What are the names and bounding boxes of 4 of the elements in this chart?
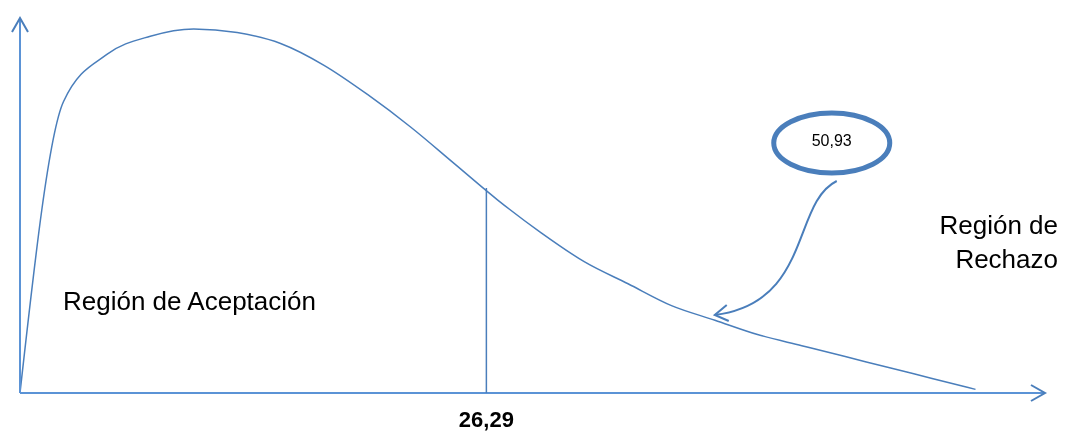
annotation: Región de Rechazo [938, 209, 1058, 276]
annotation: Región de Aceptación [63, 286, 316, 317]
annotation: 50,93 [810, 132, 853, 150]
text: 26,29 [457, 407, 515, 433]
